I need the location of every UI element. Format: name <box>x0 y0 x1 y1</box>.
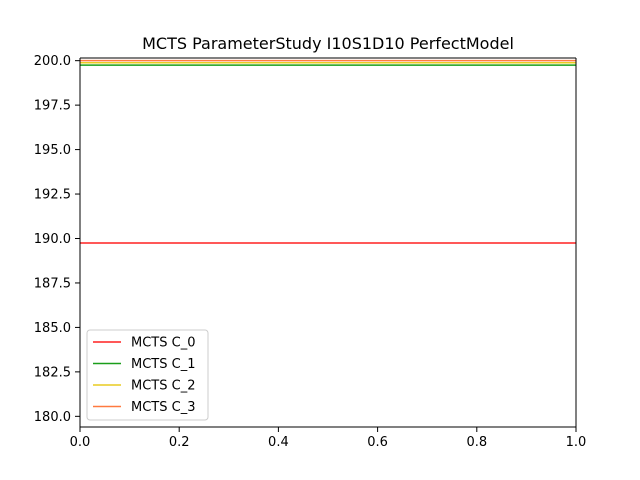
y-tick-label: 187.5 <box>34 276 71 291</box>
x-tick-label: 0.0 <box>70 435 91 450</box>
legend: MCTS C_0 MCTS C_1 MCTS C_2 MCTS C_3 <box>86 329 209 421</box>
legend-items: MCTS C_0 MCTS C_1 MCTS C_2 MCTS C_3 <box>93 336 195 415</box>
x-tick-label: 0.6 <box>367 435 388 450</box>
x-axis: 0.0 0.2 0.4 0.6 0.8 1.0 <box>70 427 587 450</box>
legend-frame <box>86 329 209 421</box>
x-tick-label: 1.0 <box>566 435 587 450</box>
y-tick-label: 180.0 <box>34 410 71 425</box>
chart-title: MCTS ParameterStudy I10S1D10 PerfectMode… <box>142 34 514 53</box>
y-tick-label: 182.5 <box>34 365 71 380</box>
legend-label-c2: MCTS C_2 <box>131 379 195 394</box>
legend-label-c3: MCTS C_3 <box>131 400 195 415</box>
y-axis: 180.0 182.5 185.0 187.5 190.0 192.5 195.0 197.5… <box>34 54 80 425</box>
y-tick-label: 200.0 <box>34 54 71 69</box>
series-layer <box>80 59 576 244</box>
y-tick-label: 195.0 <box>34 143 71 158</box>
x-tick-label: 0.4 <box>268 435 289 450</box>
y-tick-label: 185.0 <box>34 321 71 336</box>
legend-label-c1: MCTS C_1 <box>131 357 195 372</box>
y-tick-label: 190.0 <box>34 232 71 247</box>
y-tick-label: 192.5 <box>34 188 71 203</box>
x-tick-label: 0.8 <box>466 435 487 450</box>
y-tick-label: 197.5 <box>34 99 71 114</box>
x-tick-label: 0.2 <box>169 435 190 450</box>
legend-label-c0: MCTS C_0 <box>131 336 195 351</box>
axes-frame <box>79 57 577 428</box>
